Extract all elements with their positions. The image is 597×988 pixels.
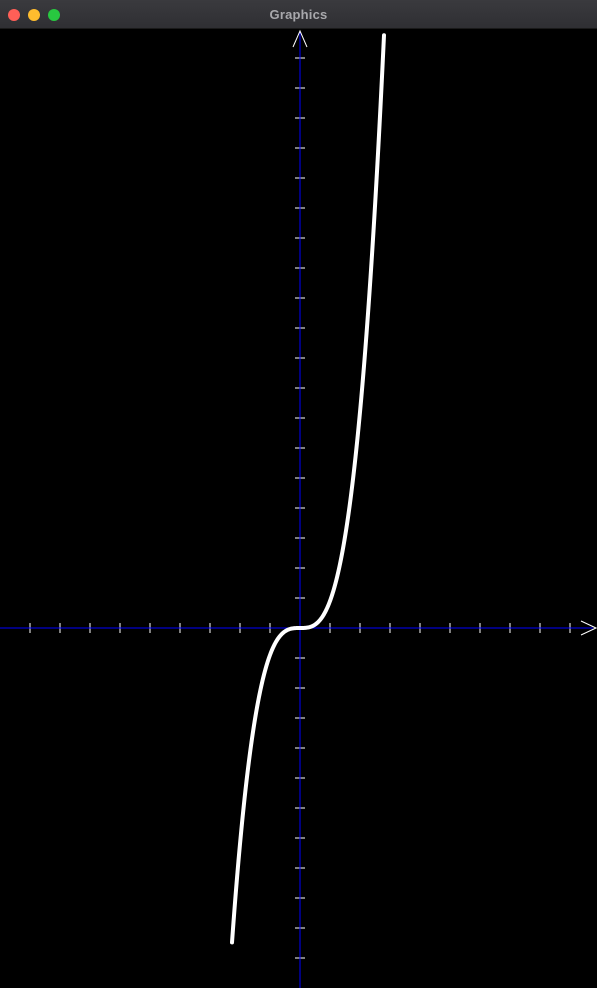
minimize-button[interactable] bbox=[28, 9, 40, 21]
close-button[interactable] bbox=[8, 9, 20, 21]
x-axis-arrow-icon bbox=[580, 620, 597, 636]
y-axis-arrow-icon bbox=[292, 29, 308, 48]
function-curve bbox=[230, 33, 386, 945]
graph-canvas[interactable] bbox=[0, 29, 597, 988]
zoom-button[interactable] bbox=[48, 9, 60, 21]
window-title: Graphics bbox=[269, 7, 328, 22]
title-bar[interactable]: Graphics bbox=[0, 0, 597, 29]
plot-area bbox=[0, 29, 597, 988]
